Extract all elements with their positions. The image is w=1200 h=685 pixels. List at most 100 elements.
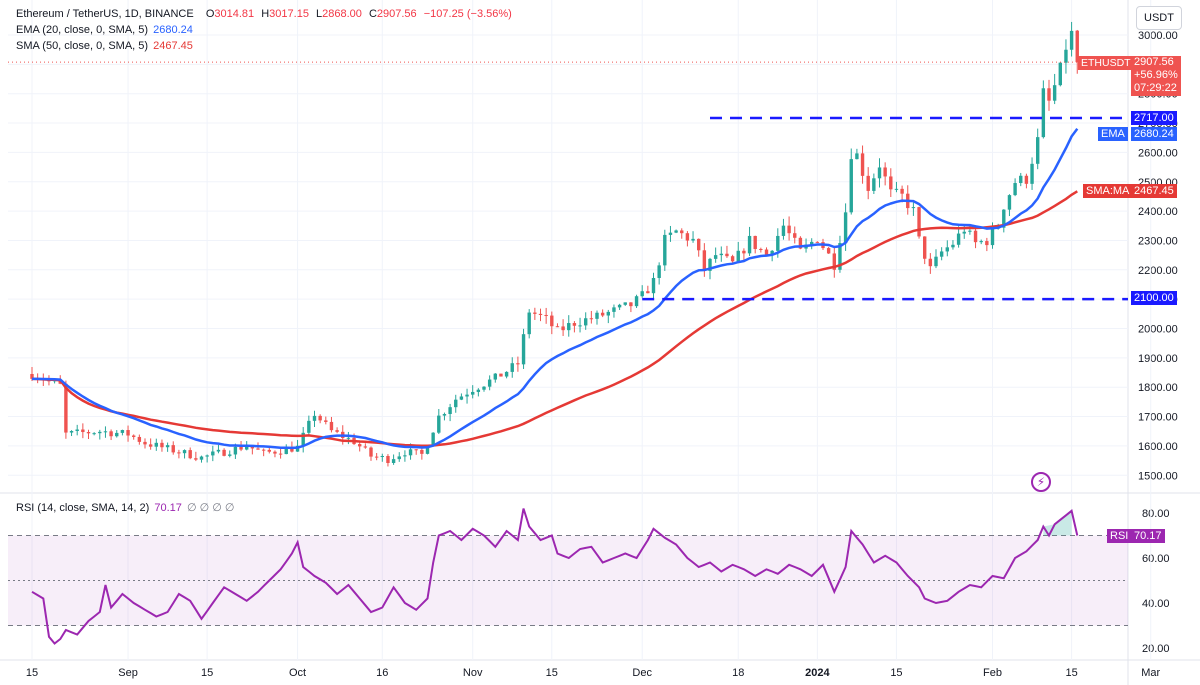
candle-body	[487, 379, 492, 387]
candle-body	[160, 442, 164, 448]
candle-body	[1024, 175, 1029, 184]
candle-body	[956, 233, 961, 245]
candle-body	[623, 302, 627, 305]
candle-body	[544, 314, 548, 316]
candle-body	[482, 386, 486, 390]
resistance-tag: 2717.00	[1131, 111, 1177, 125]
candle-body	[629, 302, 633, 307]
candle-body	[307, 420, 311, 433]
candle-body	[855, 153, 859, 160]
candle-body	[1075, 30, 1079, 63]
candle-body	[431, 432, 435, 446]
candle-body	[685, 233, 690, 241]
candle-body	[318, 415, 322, 421]
rsi-value-tag: 70.17	[1131, 529, 1165, 543]
candle-body	[1041, 88, 1046, 138]
candle-body	[1019, 175, 1023, 184]
candle-body	[171, 445, 175, 453]
candle-body	[883, 167, 887, 177]
candle-body	[216, 449, 221, 452]
candle-body	[589, 318, 594, 320]
change-value: −107.25 (−3.56%)	[423, 8, 512, 20]
candle-body	[985, 241, 989, 246]
candle-body	[324, 420, 328, 422]
candle-body	[617, 304, 622, 308]
lightning-icon[interactable]: ⚡	[1031, 472, 1051, 492]
ema-name-tag: EMA	[1098, 127, 1128, 141]
sma-name-tag: SMA:MA	[1083, 184, 1133, 198]
rsi-tick-label: 80.00	[1142, 508, 1170, 520]
ema-legend-label: EMA (20, close, 0, SMA, 5)	[16, 24, 149, 36]
candle-body	[713, 255, 718, 259]
sma-legend[interactable]: SMA (50, close, 0, SMA, 5) 2467.45	[16, 38, 516, 54]
candle-body	[697, 238, 701, 251]
candle-body	[504, 371, 509, 377]
candle-body	[747, 235, 752, 254]
candle-body	[973, 230, 978, 243]
candle-body	[476, 389, 481, 392]
candle-body	[781, 225, 786, 236]
candle-body	[634, 296, 639, 307]
candle-body	[725, 253, 729, 257]
candle-body	[860, 153, 865, 176]
time-tick-label: 2024	[805, 667, 830, 679]
candle-body	[312, 415, 317, 421]
candle-body	[561, 326, 565, 331]
candle-body	[793, 233, 797, 238]
candle-body	[120, 430, 125, 433]
rsi-legend[interactable]: RSI (14, close, SMA, 14, 2) 70.17 ∅ ∅ ∅ …	[16, 500, 234, 516]
price-tick-label: 2400.00	[1138, 206, 1178, 218]
candle-body	[516, 363, 520, 365]
candle-body	[499, 373, 503, 377]
candle-body	[764, 249, 769, 256]
low-value: 2868.00	[322, 8, 362, 20]
candle-body	[1036, 137, 1040, 164]
candle-body	[346, 437, 351, 439]
candle-body	[900, 188, 904, 194]
time-tick-label: 15	[26, 667, 38, 679]
time-tick-label: 15	[546, 667, 558, 679]
candle-body	[1069, 30, 1074, 50]
price-tick-label: 1800.00	[1138, 382, 1178, 394]
time-tick-label: Dec	[632, 667, 652, 679]
candle-body	[148, 444, 153, 447]
last-price: 2907.56	[1134, 56, 1174, 68]
candle-body	[284, 447, 288, 455]
candle-body	[866, 175, 870, 191]
candle-body	[979, 241, 983, 243]
sma-line	[31, 190, 1078, 448]
candle-body	[1013, 183, 1017, 196]
candle-body	[132, 435, 136, 437]
candle-body	[1007, 195, 1012, 210]
candle-body	[30, 373, 34, 379]
ema-legend[interactable]: EMA (20, close, 0, SMA, 5) 2680.24	[16, 22, 516, 38]
candle-body	[233, 446, 238, 455]
candle-body	[335, 430, 339, 432]
symbol-title[interactable]: Ethereum / TetherUS, 1D, BINANCE	[16, 8, 194, 20]
candle-body	[708, 258, 712, 271]
candle-body	[86, 432, 91, 434]
candle-body	[730, 256, 735, 262]
candle-body	[606, 311, 610, 316]
candle-body	[154, 442, 158, 447]
candle-body	[572, 323, 577, 326]
high-label: H	[261, 8, 270, 20]
candle-body	[538, 313, 543, 315]
candle-body	[527, 312, 531, 335]
candle-body	[1002, 209, 1006, 228]
candle-body	[273, 451, 277, 454]
rsi-name-tag: RSI	[1107, 529, 1132, 543]
candle-body	[403, 455, 407, 457]
candle-body	[742, 250, 746, 254]
candle-body	[810, 241, 814, 245]
candle-body	[205, 455, 209, 457]
price-tick-label: 1700.00	[1138, 412, 1178, 424]
candle-body	[386, 456, 390, 464]
candle-body	[939, 251, 944, 257]
candle-body	[98, 431, 102, 434]
currency-button[interactable]: USDT	[1136, 6, 1182, 30]
time-tick-label: Oct	[289, 667, 306, 679]
candle-body	[849, 159, 853, 213]
ema-line	[32, 128, 1079, 450]
